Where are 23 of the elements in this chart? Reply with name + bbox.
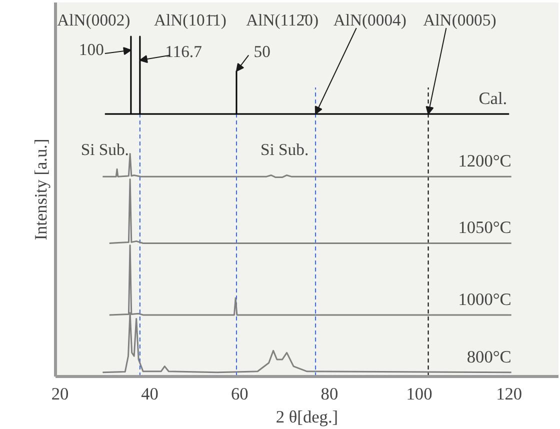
series-label: 1000°C [458,290,512,309]
x-axis-title: 2 θ[deg.] [276,408,338,426]
x-tick-label: 120 [496,384,522,404]
annotation: AlN(0004) [333,10,406,30]
x-tick-label: 20 [51,384,69,404]
series-label: Cal. [478,89,508,108]
series-label: 1200°C [458,152,512,171]
y-axis-title: Intensity [a.u.] [32,138,50,240]
x-tick-label: 80 [320,384,338,404]
series-label: 800°C [466,347,512,366]
annotation: Si Sub. [80,140,129,159]
annotation: 50 [254,42,270,61]
x-tick-label: 60 [230,384,248,404]
x-tick-label: 40 [141,384,158,404]
series-label: 1050°C [458,218,512,238]
annotation: Si Sub. [260,140,309,159]
x-tick-label: 100 [406,384,432,404]
annotation: AlN(0005) [423,10,496,30]
annotation: AlN(0002) [57,10,130,30]
annotation: 116.7 [165,42,202,61]
annotation: 100 [78,40,104,60]
annotation: AlN(112̄0) [246,10,319,30]
annotation: AlN(101̄1) [154,10,226,30]
